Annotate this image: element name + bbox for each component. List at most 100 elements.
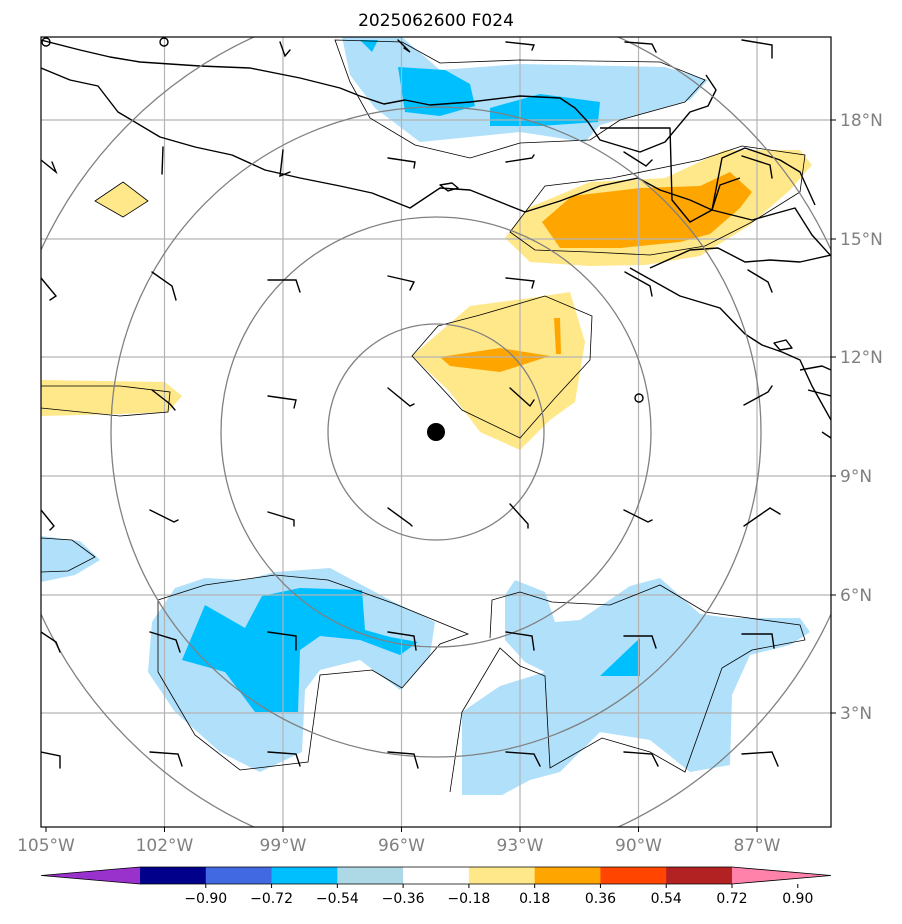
wind-barbs xyxy=(41,39,781,769)
wind-barb xyxy=(267,751,301,767)
wind-barb xyxy=(149,509,179,523)
contour-diamond xyxy=(94,181,149,218)
shade-blue-southwest xyxy=(182,588,418,712)
colorbar-segment xyxy=(403,867,470,884)
axis-ticks xyxy=(45,119,836,832)
lon-label: 90°W xyxy=(615,836,662,856)
wind-barb xyxy=(41,631,61,653)
colorbar: −0.90 −0.72 −0.54 −0.36 −0.18 0.18 0.36 0.54 0.7… xyxy=(40,866,832,907)
shade-orange-northeast xyxy=(542,172,752,248)
colorbar-segment xyxy=(468,867,536,884)
colorbar-tick-label: 0.90 xyxy=(782,891,813,907)
graticule xyxy=(41,37,831,827)
colorbar-tick-label: 0.54 xyxy=(651,891,682,907)
wind-barb xyxy=(505,41,535,51)
wind-barb xyxy=(387,507,413,527)
map-title: 2025062600 F024 xyxy=(358,11,514,31)
lat-label: 9°N xyxy=(840,467,872,487)
shade-light-blue-north xyxy=(342,37,708,142)
contour-west-band xyxy=(41,385,171,417)
wind-barb xyxy=(149,751,183,767)
wind-barb xyxy=(387,275,416,291)
shade-light-blue-southeast xyxy=(462,578,810,795)
colorbar-tick-label: −0.36 xyxy=(382,891,425,907)
wind-barb xyxy=(397,39,411,53)
wind-barb xyxy=(279,41,291,58)
border-ca-2 xyxy=(649,247,831,269)
contour-southeast xyxy=(449,584,806,793)
wind-barb xyxy=(747,269,773,293)
contour-central xyxy=(411,295,593,439)
map-frame xyxy=(40,36,832,828)
colorbar-tick-label: 0.18 xyxy=(519,891,550,907)
wind-barb xyxy=(387,751,419,769)
colorbar-extend-low xyxy=(41,867,140,884)
colorbar-segment xyxy=(337,867,404,884)
wind-barb xyxy=(41,159,58,175)
colorbar-outline xyxy=(40,866,832,885)
colorbar-segment xyxy=(271,867,338,884)
latitude-labels: 3°N 6°N 9°N 12°N 15°N 18°N xyxy=(840,111,883,724)
shade-blue-southeast xyxy=(600,638,640,676)
lat-label: 3°N xyxy=(840,704,872,724)
colorbar-segment xyxy=(140,867,207,884)
wind-barb xyxy=(387,387,415,407)
calm-circle xyxy=(41,37,51,47)
lon-label: 105°W xyxy=(17,836,75,856)
coast-yucatan xyxy=(711,147,816,211)
calm-markers xyxy=(41,37,644,403)
wind-barb xyxy=(741,633,775,649)
wind-barb xyxy=(151,389,176,411)
map-area xyxy=(41,37,831,827)
wind-barb xyxy=(623,751,659,767)
wind-barb xyxy=(151,271,177,301)
longitude-labels: 105°W 102°W 99°W 96°W 93°W 90°W 87°W xyxy=(17,836,781,856)
shade-orange-central xyxy=(440,318,561,372)
islet-1 xyxy=(773,339,793,351)
colorbar-tick-label: −0.18 xyxy=(447,891,490,907)
wind-barb xyxy=(741,155,773,179)
calm-circle xyxy=(634,393,644,403)
colorbar-segment xyxy=(600,867,667,884)
colorbar-extend-high xyxy=(732,867,831,884)
wind-barb xyxy=(161,146,164,175)
wind-barb xyxy=(743,507,781,527)
wind-barb xyxy=(149,631,181,653)
colorbar-tick-label: 0.72 xyxy=(716,891,747,907)
shade-light-blue-west-edge xyxy=(41,536,100,582)
shaded-field-layer xyxy=(41,37,812,795)
contour-southwest xyxy=(157,574,470,771)
wind-barb xyxy=(505,154,535,163)
calm-circle xyxy=(159,37,169,47)
contour-lines xyxy=(41,39,806,793)
range-rings xyxy=(41,37,831,827)
colorbar-tick-label: −0.90 xyxy=(184,891,227,907)
wind-barb xyxy=(743,385,773,406)
wind-barb xyxy=(623,151,653,167)
contour-northeast xyxy=(509,145,806,256)
lon-label: 102°W xyxy=(136,836,194,856)
lat-label: 12°N xyxy=(840,348,883,368)
shade-blue-north xyxy=(360,40,600,126)
wind-barb xyxy=(267,395,297,409)
colorbar-tick-label: −0.72 xyxy=(250,891,293,907)
wind-barb xyxy=(624,271,653,297)
lat-label: 6°N xyxy=(840,586,872,606)
wind-barb xyxy=(387,631,417,651)
wind-barb xyxy=(267,631,297,651)
storm-center-dot xyxy=(427,423,445,441)
wind-barb xyxy=(267,279,301,293)
contour-north xyxy=(334,39,706,159)
colorbar-segment xyxy=(205,867,273,884)
border-guatemala xyxy=(600,127,741,223)
lon-label: 93°W xyxy=(497,836,544,856)
wind-barb xyxy=(505,751,541,767)
colorbar-tick-label: −0.54 xyxy=(316,891,359,907)
wind-barb xyxy=(505,631,535,651)
colorbar-segment xyxy=(666,867,733,884)
lat-label: 15°N xyxy=(840,230,883,250)
wind-barb xyxy=(505,277,535,289)
wind-barb xyxy=(623,635,657,649)
coast-central-america xyxy=(629,267,831,421)
